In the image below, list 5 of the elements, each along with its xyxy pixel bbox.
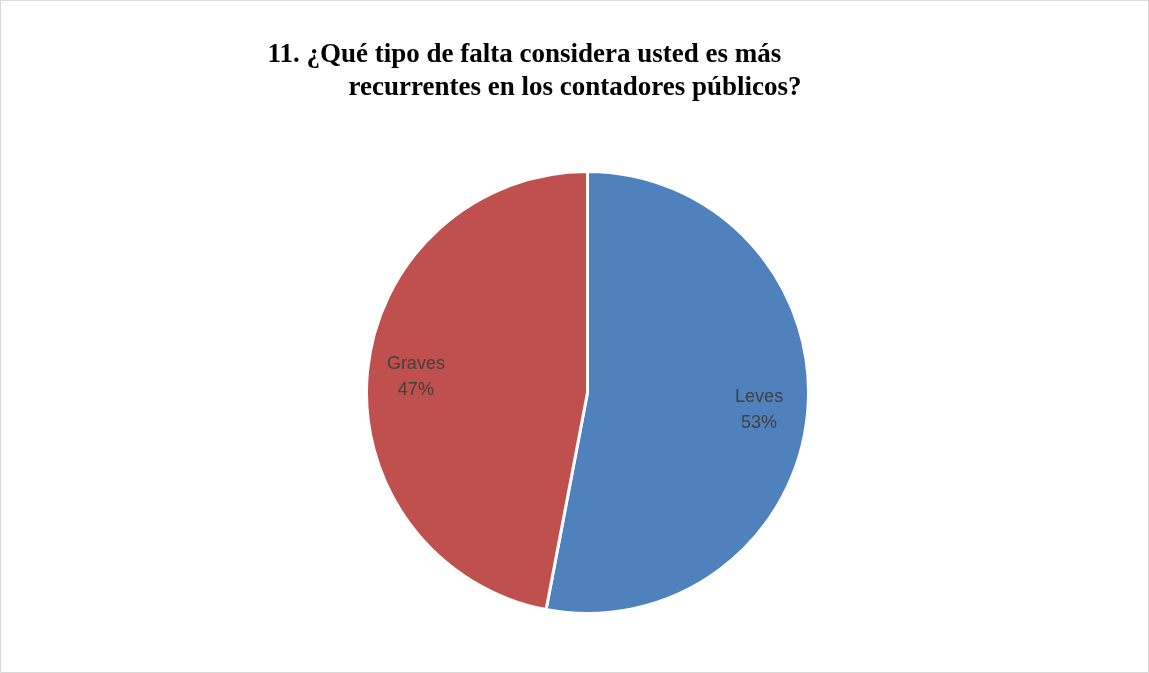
- slice-label: Leves: [735, 385, 784, 406]
- data-label: 53%: [741, 411, 778, 432]
- slice-label: Graves: [386, 353, 445, 374]
- chart-title: 11. ¿Qué tipo de falta considera usted es más recurrentes en los contadores públicos?: [267, 37, 802, 101]
- data-label: 47%: [397, 379, 434, 400]
